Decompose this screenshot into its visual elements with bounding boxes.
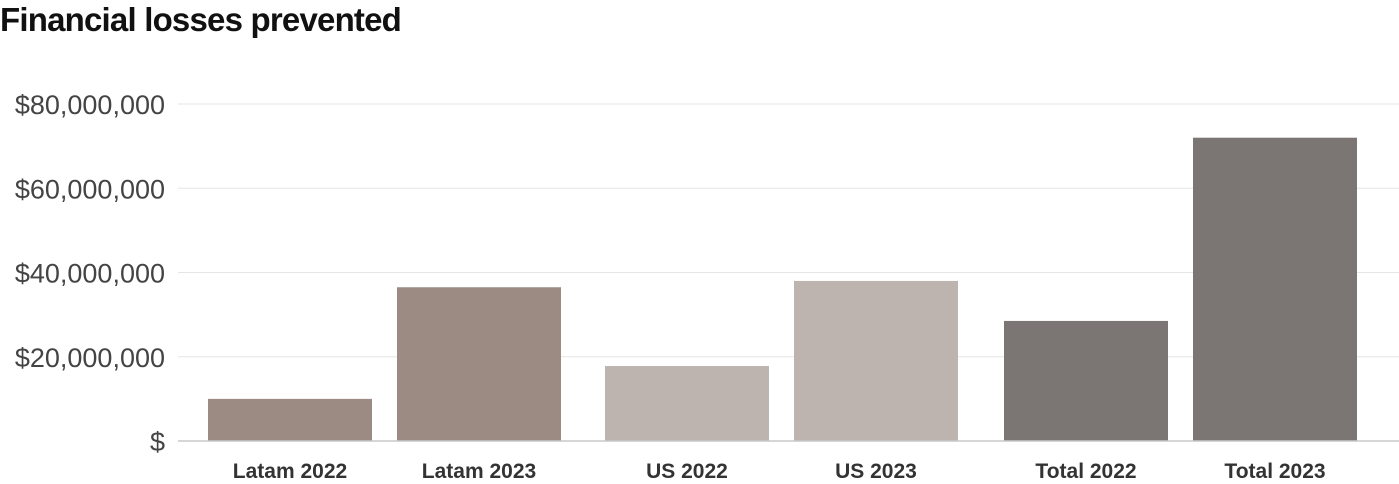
bar-latam-2022 [208,398,372,441]
x-tick-label: Latam 2023 [422,460,536,483]
x-tick-label: US 2022 [646,460,728,483]
y-tick-label: $20,000,000 [15,343,165,373]
x-tick-label: Total 2023 [1224,460,1325,483]
bar-us-2023 [794,280,958,441]
bars [208,137,1357,441]
x-axis-category-labels: Latam 2022 Latam 2023 US 2022 US 2023 Total … [233,460,1326,483]
y-tick-label: $40,000,000 [15,259,165,289]
y-tick-label: $ [150,427,165,457]
bar-total-2023 [1193,137,1357,441]
bar-total-2022 [1004,320,1168,441]
y-tick-label: $80,000,000 [15,90,165,120]
y-tick-label: $60,000,000 [15,174,165,204]
y-axis-tick-labels: $ $20,000,000 $40,000,000 $60,000,000 $80,00… [15,90,165,457]
chart-title: Financial losses prevented [0,1,402,38]
x-tick-label: US 2023 [835,460,917,483]
bar-latam-2023 [397,287,561,441]
bar-us-2022 [605,366,769,441]
x-tick-label: Latam 2022 [233,460,347,483]
x-tick-label: Total 2022 [1035,460,1136,483]
